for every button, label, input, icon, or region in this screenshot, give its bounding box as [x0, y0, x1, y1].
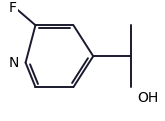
Text: N: N — [9, 56, 19, 70]
Text: OH: OH — [137, 91, 158, 105]
Text: F: F — [8, 1, 16, 15]
